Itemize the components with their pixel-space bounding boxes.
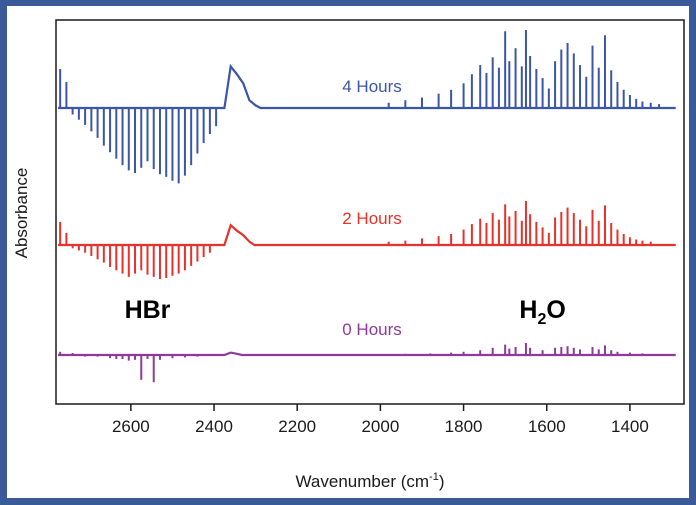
annotation-h2o-main: H (519, 296, 537, 324)
series-labels: 4 Hours 2 Hours 0 Hours (342, 77, 402, 339)
series-label-4-hours: 4 Hours (342, 77, 402, 96)
series-4-hours (58, 30, 676, 184)
x-tick-label-2400: 2400 (195, 417, 233, 436)
x-tick-label-1400: 1400 (611, 417, 649, 436)
series-2-hours (58, 201, 676, 280)
series-group (58, 30, 676, 383)
x-axis-title: Wavenumber (cm-1) (296, 471, 445, 491)
y-axis-title: Absorbance (12, 168, 31, 259)
series-2-hours-baseline (58, 223, 676, 247)
x-tick-label-2600: 2600 (112, 417, 150, 436)
x-tick-label-1600: 1600 (528, 417, 566, 436)
series-0-hours (58, 343, 676, 383)
annotation-hbr: HBr (125, 296, 171, 324)
x-axis-title-tail: ) (439, 472, 445, 491)
x-tick-label-2200: 2200 (278, 417, 316, 436)
x-axis-title-main: Wavenumber (cm (296, 472, 430, 491)
annotations: HBr H2O (125, 296, 566, 328)
series-label-2-hours: 2 Hours (342, 209, 402, 228)
x-axis-title-sup: -1 (429, 471, 439, 483)
annotation-h2o-sub: 2 (537, 311, 546, 328)
series-0-hours-baseline (58, 351, 676, 357)
x-tick-label-1800: 1800 (445, 417, 483, 436)
x-tick-label-2000: 2000 (361, 417, 399, 436)
series-label-0-hours: 0 Hours (342, 320, 402, 339)
annotation-h2o: H2O (519, 296, 565, 328)
plot-area-border (55, 19, 685, 405)
series-4-hours-baseline (58, 63, 676, 110)
annotation-h2o-tail: O (546, 296, 565, 324)
x-axis-ticks: 2600 2400 2200 2000 1800 1600 1400 (112, 404, 649, 436)
